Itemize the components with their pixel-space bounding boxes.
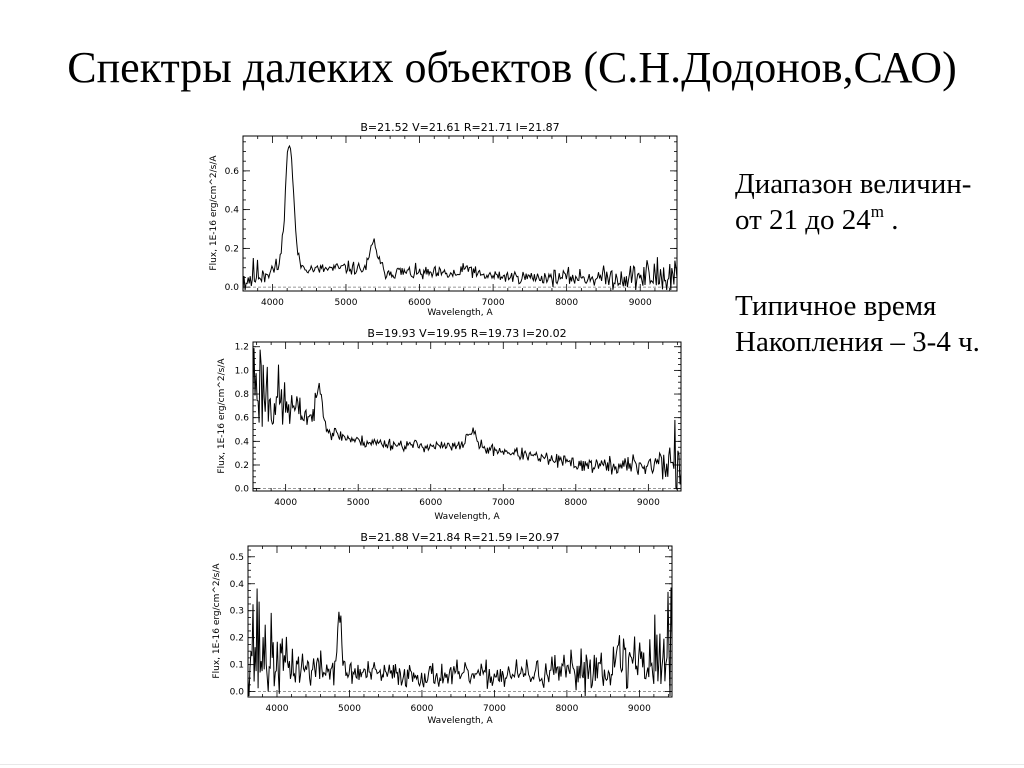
y-axis-label: Flux, 1E-16 erg/cm^2/s/A [209, 155, 219, 271]
magnitude-range-end: . [884, 204, 899, 236]
y-tick-label: 0.2 [235, 461, 249, 471]
spectrum-panel-2: B=19.93 V=19.95 R=19.73 I=20.02 Waveleng… [217, 327, 682, 522]
magnitude-superscript: m [870, 202, 885, 221]
spectrum-line [247, 587, 673, 697]
magnitude-range-line-1: Диапазон величин- [735, 168, 972, 200]
y-tick-label: 1.0 [235, 366, 250, 376]
x-tick-label: 5000 [335, 298, 358, 308]
slide-title: Спектры далеких объектов (С.Н.Додонов,СА… [67, 43, 957, 92]
x-axis-label: Wavelength, A [434, 512, 500, 522]
x-tick-label: 8000 [564, 498, 587, 508]
chart-title: B=21.88 V=21.84 R=21.59 I=20.97 [360, 531, 559, 544]
magnitude-range-value: от 21 до 24 [735, 204, 871, 236]
x-tick-label: 7000 [483, 704, 506, 714]
y-tick-label: 0.0 [235, 485, 250, 495]
y-tick-label: 0.3 [230, 607, 244, 617]
spectrum-line [252, 348, 682, 492]
axis-ticks: 4000 5000 6000 7000 8000 9000 0.0 0.1 0.2 0.3 0.4 0… [230, 546, 672, 714]
axis-ticks: 4000 5000 6000 7000 8000 9000 0.0 0.2 0.4 0.6 [225, 136, 677, 308]
x-axis-label: Wavelength, A [427, 716, 493, 726]
x-tick-label: 9000 [637, 498, 660, 508]
x-tick-label: 7000 [492, 498, 515, 508]
x-tick-label: 8000 [555, 298, 578, 308]
description-text: Диапазон величин- от 21 до 24m . Типично… [735, 166, 1020, 360]
x-tick-label: 5000 [338, 704, 361, 714]
x-tick-label: 6000 [419, 498, 442, 508]
x-tick-label: 9000 [629, 298, 652, 308]
x-tick-label: 7000 [482, 298, 505, 308]
y-tick-label: 0.6 [235, 414, 250, 424]
bottom-divider [0, 764, 1024, 765]
y-tick-label: 0.2 [225, 244, 239, 254]
y-tick-label: 0.4 [230, 580, 245, 590]
spectrum-line [242, 144, 678, 291]
x-tick-label: 8000 [555, 704, 578, 714]
x-tick-label: 6000 [408, 298, 431, 308]
y-tick-label: 0.4 [225, 206, 240, 216]
y-tick-label: 0.8 [235, 390, 250, 400]
y-tick-label: 0.6 [225, 167, 240, 177]
x-tick-label: 9000 [628, 704, 651, 714]
x-tick-label: 5000 [347, 498, 370, 508]
x-tick-label: 4000 [274, 498, 297, 508]
x-tick-label: 4000 [261, 298, 284, 308]
chart-title: B=21.52 V=21.61 R=21.71 I=21.87 [360, 121, 559, 134]
x-axis-label: Wavelength, A [427, 308, 493, 318]
y-axis-label: Flux, 1E-16 erg/cm^2/s/A [212, 563, 222, 679]
y-tick-label: 0.0 [225, 283, 240, 293]
y-tick-label: 0.4 [235, 437, 250, 447]
y-tick-label: 0.1 [230, 661, 244, 671]
spectrum-panel-1: B=21.52 V=21.61 R=21.71 I=21.87 Waveleng… [209, 121, 678, 318]
plot-frame [242, 135, 678, 292]
exposure-time-line-2: Накопления – 3-4 ч. [735, 326, 980, 358]
y-tick-label: 0.0 [230, 688, 245, 698]
y-tick-label: 1.2 [235, 343, 249, 353]
x-tick-label: 6000 [410, 704, 433, 714]
exposure-time-line-1: Типичное время [735, 290, 937, 322]
plot-frame [252, 341, 682, 492]
y-tick-label: 0.5 [230, 553, 244, 563]
magnitude-range-line-2: от 21 до 24m . [735, 202, 1020, 238]
chart-title: B=19.93 V=19.95 R=19.73 I=20.02 [367, 327, 566, 340]
axis-ticks: 4000 5000 6000 7000 8000 9000 0.0 0.2 0.4 0.6 0.8 1… [235, 342, 681, 508]
y-tick-label: 0.2 [230, 634, 244, 644]
spectrum-panel-3: B=21.88 V=21.84 R=21.59 I=20.97 Waveleng… [212, 531, 673, 726]
y-axis-label: Flux, 1E-16 erg/cm^2/s/A [217, 358, 227, 474]
x-tick-label: 4000 [266, 704, 289, 714]
